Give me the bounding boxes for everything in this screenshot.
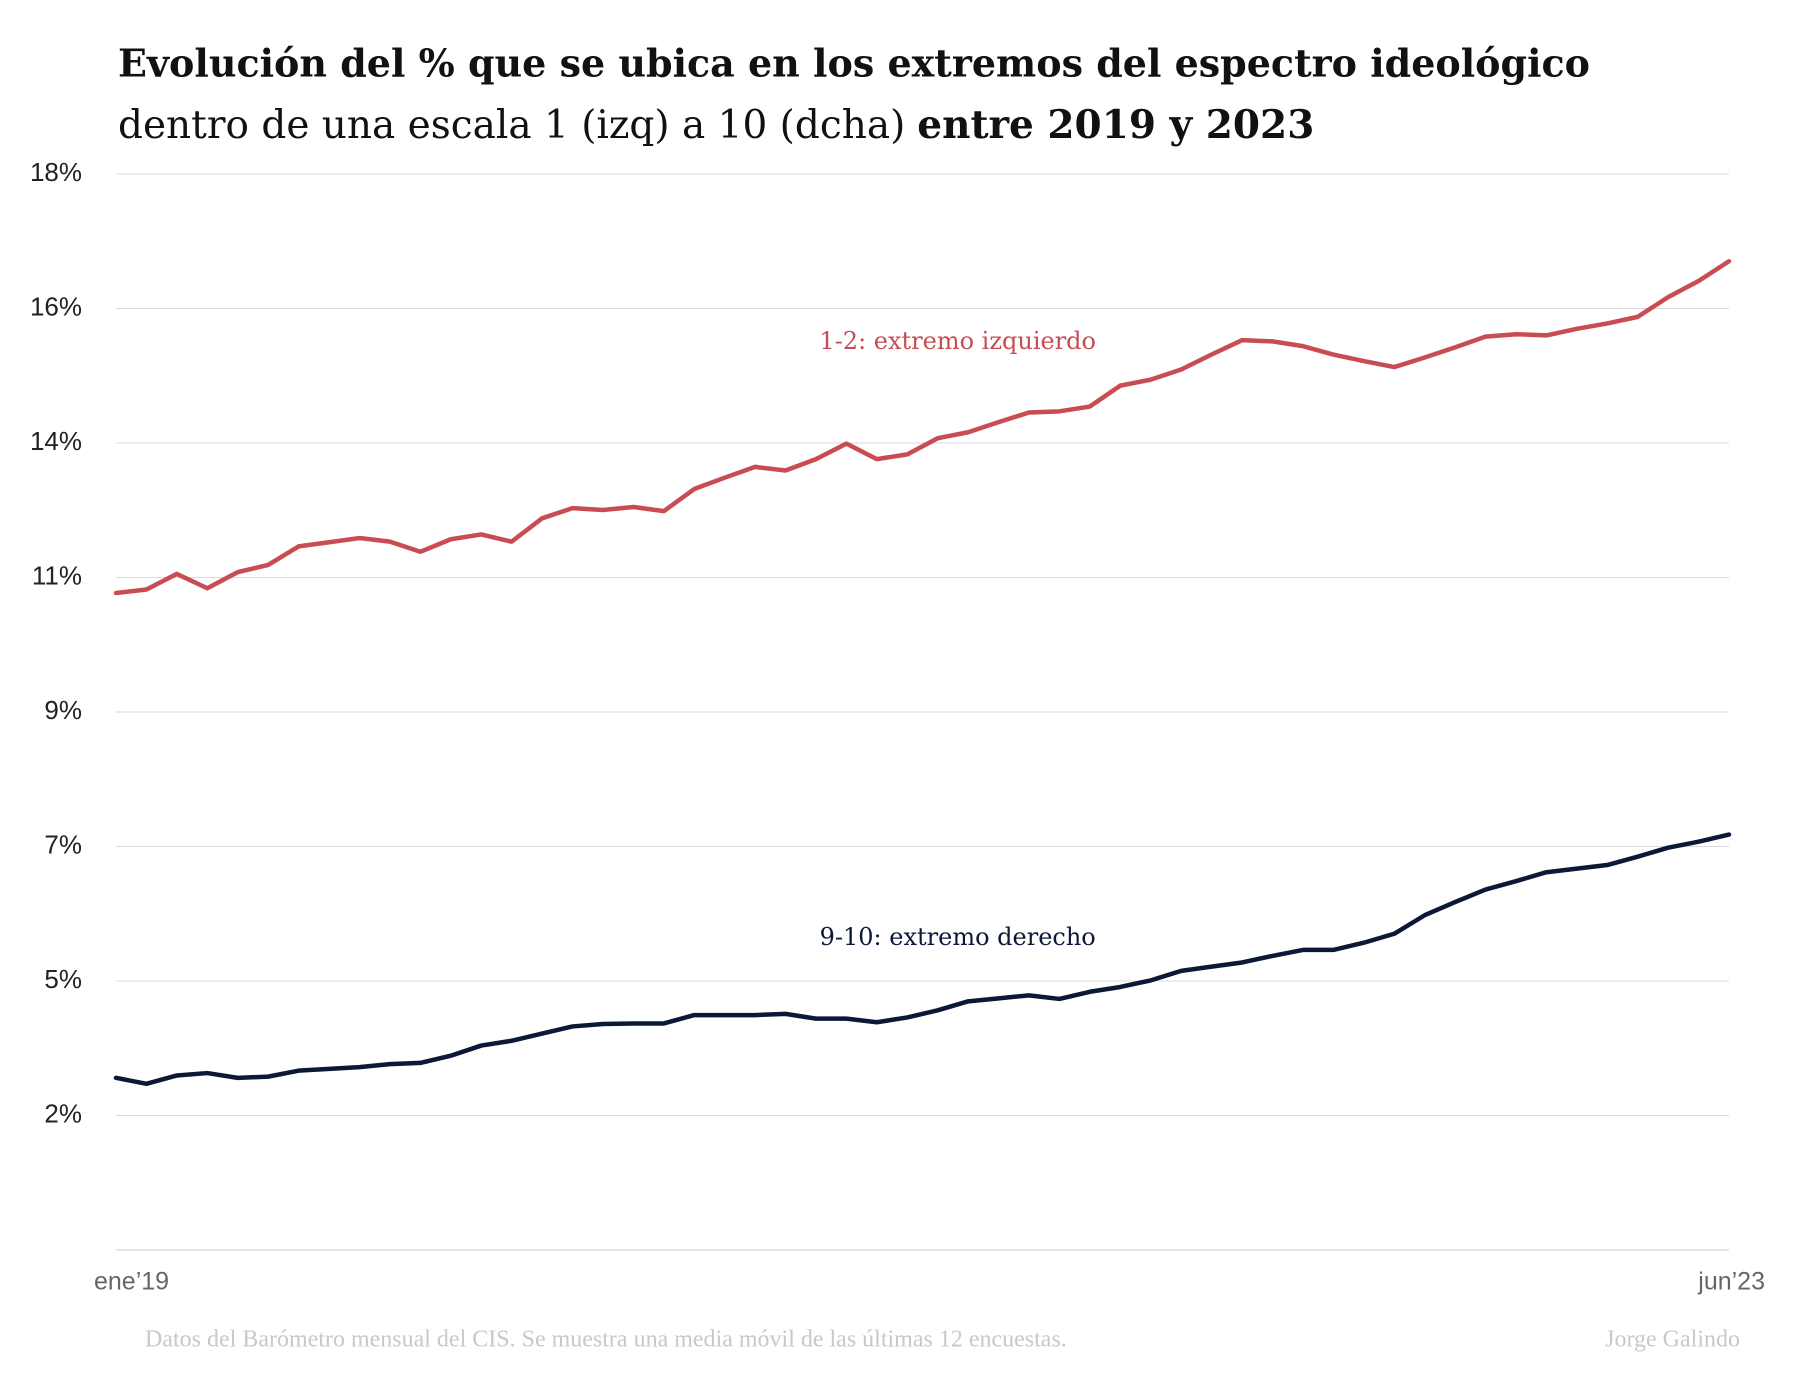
subtitle-text: dentro de una escala 1 (izq) a 10 (dcha)	[118, 103, 905, 148]
source-note: Datos del Barómetro mensual del CIS. Se …	[145, 1327, 1067, 1353]
chart-subtitle: dentro de una escala 1 (izq) a 10 (dcha)…	[118, 102, 1314, 148]
author: Jorge Galindo	[1605, 1327, 1740, 1353]
series-label: 1-2: extremo izquierdo	[819, 327, 1096, 355]
y-tick-label: 11%	[32, 560, 82, 590]
y-tick-label: 5%	[44, 964, 82, 994]
x-tick-label: ene’19	[94, 1268, 169, 1296]
series-line	[113, 259, 1732, 596]
series-line	[113, 832, 1732, 1087]
subtitle-bold: entre 2019 y 2023	[917, 102, 1314, 148]
y-tick-label: 18%	[30, 157, 82, 187]
y-tick-label: 14%	[30, 426, 82, 456]
series-label: 9-10: extremo derecho	[820, 923, 1096, 951]
y-tick-label: 7%	[44, 829, 82, 859]
y-tick-label: 16%	[30, 291, 82, 321]
y-tick-label: 9%	[44, 695, 82, 725]
y-tick-label: 2%	[44, 1098, 82, 1128]
chart-title: Evolución del % que se ubica en los extr…	[118, 41, 1590, 86]
x-tick-label: jun’23	[1697, 1268, 1765, 1296]
